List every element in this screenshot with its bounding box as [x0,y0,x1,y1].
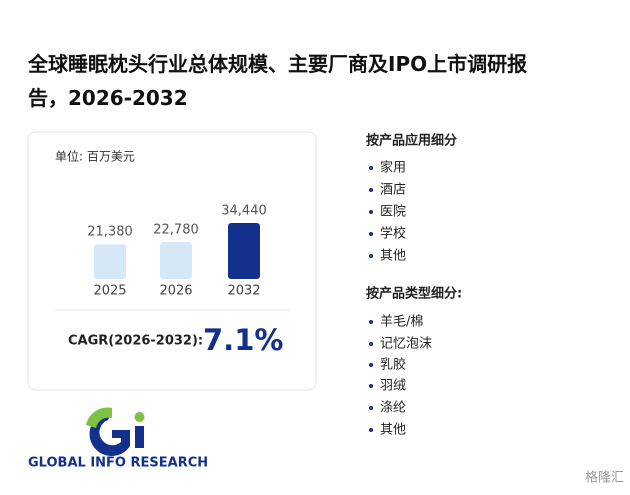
bar [228,223,260,279]
list-item: 其他 [380,249,406,264]
category-label: 2026 [159,284,192,299]
list-item: 其他 [380,423,406,438]
value-label: 22,780 [153,222,199,237]
bullet [369,188,373,192]
title-line: 全球睡眠枕头行业总体规模、主要厂商及IPO上市调研报 [27,52,527,76]
list-item: 医院 [380,205,406,220]
bullet [369,342,373,346]
value-label: 21,380 [87,225,133,240]
cagr-label: CAGR(2026-2032): [68,334,203,349]
bullet [369,166,373,170]
bullet [369,363,373,367]
bar [94,244,126,279]
category-label: 2032 [227,284,260,299]
bullet [369,428,373,432]
list-item: 羽绒 [380,379,406,394]
bullet [369,384,373,388]
bullet [369,320,373,324]
list-item: 涤纶 [380,401,406,416]
bullet [369,232,373,236]
cagr-value: 7.1% [203,323,283,357]
title-line: 告，2026-2032 [28,86,188,110]
unit-label: 单位: 百万美元 [55,149,135,164]
section-title: 按产品应用细分 [366,133,457,149]
list-item: 学校 [380,226,406,242]
bar [160,241,192,279]
logo-mark [86,407,145,456]
bullet [369,254,373,258]
logo-text: GLOBAL INFO RESEARCH [28,456,208,471]
title: 全球睡眠枕头行业总体规模、主要厂商及IPO上市调研报告，2026-2032 [27,52,527,110]
list-item: 乳胶 [380,357,406,373]
value-label: 34,440 [221,204,267,219]
category-label: 2025 [93,284,126,299]
list-item: 酒店 [380,183,406,198]
bullet [369,210,373,214]
title-text: 全球睡眠枕头行业总体规模、主要厂商及IPO上市调研报告，2026-2032 [27,52,527,110]
list-item: 羊毛/棉 [380,314,423,330]
bullet [369,406,373,410]
list-item: 家用 [380,160,406,176]
section-title: 按产品类型细分: [366,286,462,302]
brand-watermark: 格隆汇 [585,470,624,486]
list-item: 记忆泡沫 [380,336,432,352]
